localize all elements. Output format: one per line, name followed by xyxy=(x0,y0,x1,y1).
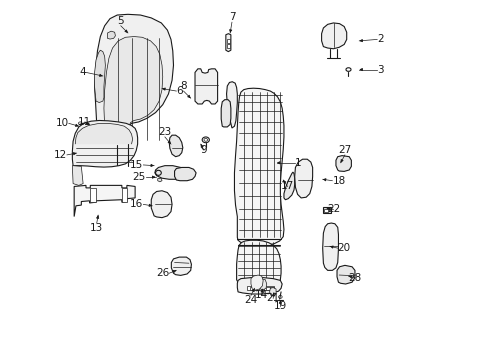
Text: 27: 27 xyxy=(338,145,351,155)
Polygon shape xyxy=(226,82,237,128)
Bar xyxy=(249,287,253,290)
Polygon shape xyxy=(94,14,173,145)
Polygon shape xyxy=(322,223,338,270)
Text: 15: 15 xyxy=(130,160,143,170)
Text: 8: 8 xyxy=(180,81,186,91)
Polygon shape xyxy=(107,31,115,39)
Bar xyxy=(270,287,273,290)
Polygon shape xyxy=(195,69,217,104)
Polygon shape xyxy=(72,121,137,167)
Text: 28: 28 xyxy=(347,273,361,283)
Text: 3: 3 xyxy=(376,64,383,75)
Text: 2: 2 xyxy=(376,35,383,44)
Polygon shape xyxy=(250,275,263,290)
Polygon shape xyxy=(174,167,196,181)
Polygon shape xyxy=(321,23,346,49)
Polygon shape xyxy=(234,88,284,246)
Bar xyxy=(122,188,126,202)
Text: 16: 16 xyxy=(130,199,143,210)
Polygon shape xyxy=(171,257,191,275)
Text: 5: 5 xyxy=(117,16,124,26)
Bar xyxy=(255,287,258,290)
Text: 18: 18 xyxy=(332,176,345,186)
Polygon shape xyxy=(336,265,354,284)
Bar xyxy=(226,39,229,42)
Polygon shape xyxy=(335,156,351,171)
Text: 10: 10 xyxy=(56,118,69,128)
Text: 21: 21 xyxy=(266,293,279,303)
Text: 7: 7 xyxy=(228,12,235,22)
Text: 24: 24 xyxy=(244,296,257,306)
Text: 26: 26 xyxy=(156,268,169,278)
Polygon shape xyxy=(74,185,135,217)
Polygon shape xyxy=(94,50,105,103)
Polygon shape xyxy=(104,37,163,142)
Bar xyxy=(322,207,330,213)
Polygon shape xyxy=(225,34,230,51)
Bar xyxy=(324,210,328,212)
Polygon shape xyxy=(269,288,276,296)
Bar xyxy=(247,286,274,291)
Polygon shape xyxy=(75,123,132,144)
Polygon shape xyxy=(284,172,294,200)
Bar xyxy=(265,287,269,290)
Text: 19: 19 xyxy=(273,301,286,311)
Bar xyxy=(90,188,96,202)
Text: 23: 23 xyxy=(158,127,171,137)
Polygon shape xyxy=(294,159,312,198)
Text: 14: 14 xyxy=(254,291,267,301)
Polygon shape xyxy=(155,166,188,179)
Bar xyxy=(226,44,229,48)
Text: 9: 9 xyxy=(200,145,207,155)
Text: 13: 13 xyxy=(90,223,103,233)
Polygon shape xyxy=(237,278,282,294)
Text: 20: 20 xyxy=(337,243,350,253)
Text: 12: 12 xyxy=(54,150,67,160)
Text: 11: 11 xyxy=(78,117,91,127)
Text: 6: 6 xyxy=(176,86,183,96)
Polygon shape xyxy=(236,240,281,288)
Polygon shape xyxy=(258,279,266,290)
Text: 4: 4 xyxy=(79,67,86,77)
Polygon shape xyxy=(221,100,230,127)
Polygon shape xyxy=(72,166,83,185)
Text: 22: 22 xyxy=(326,204,339,215)
Bar xyxy=(260,287,264,290)
Polygon shape xyxy=(158,178,162,182)
Polygon shape xyxy=(169,135,183,157)
Polygon shape xyxy=(151,191,172,218)
Text: 25: 25 xyxy=(132,172,145,182)
Text: 17: 17 xyxy=(280,181,294,192)
Text: 1: 1 xyxy=(294,158,301,168)
